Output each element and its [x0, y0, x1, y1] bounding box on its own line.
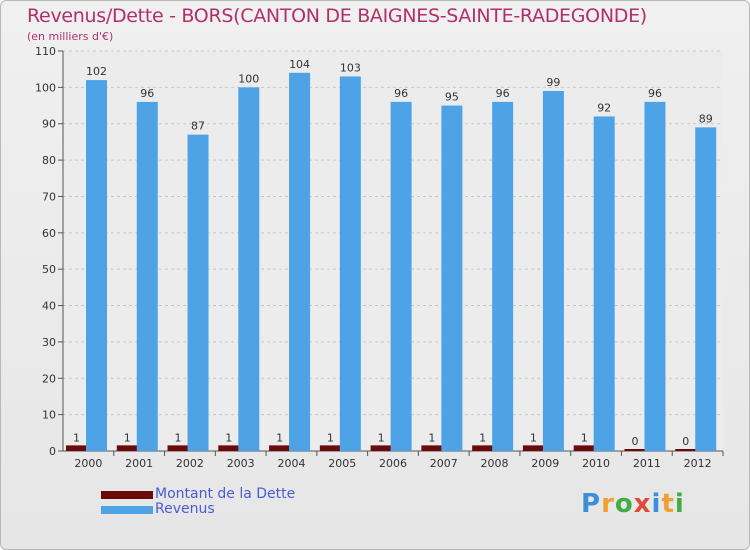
- label-dette-2001: 1: [124, 431, 131, 444]
- label-dette-2011: 0: [631, 435, 638, 448]
- logo-letter: r: [601, 489, 615, 519]
- x-tick-label: 2008: [481, 457, 509, 470]
- x-tick-label: 2003: [227, 457, 255, 470]
- x-tick-label: 2000: [74, 457, 102, 470]
- x-tick-label: 2004: [277, 457, 305, 470]
- legend-item-revenus: Revenus: [101, 501, 401, 517]
- bar-revenus-2012: [695, 127, 717, 451]
- x-tick-label: 2011: [633, 457, 661, 470]
- chart-subtitle: (en milliers d'€): [27, 30, 114, 43]
- label-dette-2008: 1: [479, 431, 486, 444]
- bar-dette-2002: [167, 445, 189, 451]
- y-tick-label: 0: [49, 445, 56, 458]
- bar-revenus-2010: [593, 116, 615, 452]
- bar-revenus-2009: [542, 91, 564, 451]
- x-tick-label: 2010: [582, 457, 610, 470]
- label-revenus-2006: 96: [394, 87, 408, 100]
- legend-label-revenus: Revenus: [155, 501, 215, 517]
- label-revenus-2009: 99: [546, 76, 560, 89]
- y-tick-label: 60: [42, 227, 56, 240]
- label-dette-2002: 1: [175, 431, 182, 444]
- x-tick-label: 2009: [531, 457, 559, 470]
- label-revenus-2005: 103: [340, 61, 361, 74]
- chart-title: Revenus/Dette - BORS(CANTON DE BAIGNES-S…: [27, 5, 647, 27]
- y-tick-label: 30: [42, 336, 56, 349]
- label-revenus-2004: 104: [289, 58, 310, 71]
- y-tick-label: 40: [42, 300, 56, 313]
- bar-dette-2009: [522, 445, 544, 451]
- bar-revenus-2002: [187, 134, 209, 452]
- label-revenus-2010: 92: [597, 101, 611, 114]
- x-tick-label: 2005: [328, 457, 356, 470]
- label-revenus-2008: 96: [496, 87, 510, 100]
- logo-letter: o: [614, 489, 634, 519]
- label-revenus-2003: 100: [238, 72, 259, 85]
- logo-letter: x: [633, 489, 652, 519]
- logo-letter: i: [651, 489, 662, 519]
- label-dette-2009: 1: [530, 431, 537, 444]
- bar-dette-2012: [675, 449, 697, 451]
- bar-dette-2008: [472, 445, 494, 451]
- label-revenus-2012: 89: [699, 112, 713, 125]
- x-tick-label: 2002: [176, 457, 204, 470]
- x-tick-label: 2006: [379, 457, 407, 470]
- y-tick-label: 80: [42, 154, 56, 167]
- bar-dette-2001: [116, 445, 138, 451]
- logo-letter: P: [581, 489, 602, 519]
- bar-dette-2003: [218, 445, 240, 451]
- label-dette-2010: 1: [581, 431, 588, 444]
- bar-dette-2006: [370, 445, 392, 451]
- label-dette-2007: 1: [428, 431, 435, 444]
- y-tick-label: 10: [42, 409, 56, 422]
- y-tick-label: 20: [42, 372, 56, 385]
- bar-revenus-2001: [136, 101, 158, 451]
- legend-swatch-dette: [101, 491, 153, 499]
- y-tick-label: 50: [42, 263, 56, 276]
- label-revenus-2001: 96: [140, 87, 154, 100]
- label-dette-2004: 1: [276, 431, 283, 444]
- bar-revenus-2007: [441, 105, 463, 451]
- x-tick-label: 2001: [125, 457, 153, 470]
- label-dette-2006: 1: [378, 431, 385, 444]
- y-tick-label: 90: [42, 118, 56, 131]
- x-tick-label: 2007: [430, 457, 458, 470]
- label-dette-2005: 1: [327, 431, 334, 444]
- legend-swatch-revenus: [101, 506, 153, 514]
- legend-label-dette: Montant de la Dette: [155, 486, 296, 502]
- logo-letter: i: [674, 489, 685, 519]
- bar-revenus-2003: [238, 87, 260, 451]
- bar-dette-2011: [624, 449, 646, 451]
- label-dette-2012: 0: [682, 435, 689, 448]
- bar-dette-2004: [269, 445, 291, 451]
- bar-dette-2010: [573, 445, 595, 451]
- bar-dette-2000: [66, 445, 87, 451]
- proxiti-logo: Proxiti: [581, 489, 685, 519]
- y-tick-label: 110: [35, 45, 56, 58]
- label-revenus-2000: 102: [86, 65, 107, 78]
- bar-revenus-2005: [339, 76, 361, 452]
- label-dette-2000: 1: [73, 431, 80, 444]
- label-revenus-2007: 95: [445, 91, 459, 104]
- x-tick-label: 2012: [684, 457, 712, 470]
- bar-revenus-2000: [86, 80, 107, 451]
- bar-revenus-2011: [644, 101, 666, 451]
- bar-dette-2007: [421, 445, 443, 451]
- label-revenus-2011: 96: [648, 87, 662, 100]
- bar-dette-2005: [319, 445, 341, 451]
- y-tick-label: 100: [35, 81, 56, 94]
- bar-revenus-2008: [492, 101, 514, 451]
- label-dette-2003: 1: [225, 431, 232, 444]
- legend-item-dette: Montant de la Dette: [101, 486, 401, 502]
- bar-revenus-2004: [289, 72, 311, 452]
- logo-letter: t: [661, 489, 675, 519]
- y-tick-label: 70: [42, 190, 56, 203]
- label-revenus-2002: 87: [191, 120, 205, 133]
- bar-revenus-2006: [390, 101, 412, 451]
